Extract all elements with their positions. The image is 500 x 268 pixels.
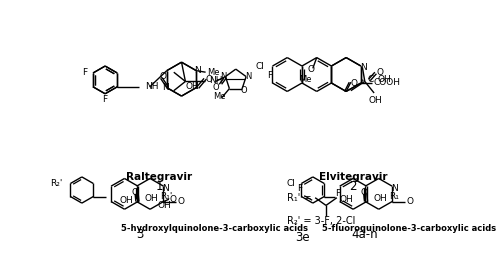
Text: Me: Me <box>213 92 226 101</box>
Text: Cl: Cl <box>256 62 264 70</box>
Text: 3e: 3e <box>296 231 310 244</box>
Text: F: F <box>82 68 87 77</box>
Text: Elvitegravir: Elvitegravir <box>319 172 388 182</box>
Text: N: N <box>220 72 226 81</box>
Text: OH: OH <box>369 96 382 105</box>
Text: 5-fluoroquinolone-3-carboxylic acids: 5-fluoroquinolone-3-carboxylic acids <box>322 224 496 233</box>
Text: 4a-n: 4a-n <box>352 228 378 241</box>
Text: F: F <box>268 71 272 80</box>
Text: 2: 2 <box>350 180 357 193</box>
Text: R₁: R₁ <box>390 192 400 202</box>
Text: OH: OH <box>374 194 387 203</box>
Text: N: N <box>162 184 169 193</box>
Text: NH: NH <box>210 76 223 85</box>
Text: O: O <box>206 75 212 84</box>
Text: C: C <box>367 75 374 84</box>
Text: O: O <box>213 83 220 92</box>
Text: Me: Me <box>207 68 220 77</box>
Text: R₂': R₂' <box>50 179 62 188</box>
Text: Cl: Cl <box>286 179 295 188</box>
Text: O: O <box>178 197 184 206</box>
Text: O: O <box>360 188 367 197</box>
Text: OH: OH <box>378 75 392 84</box>
Text: R₂' = 3-F, 2-Cl: R₂' = 3-F, 2-Cl <box>287 216 356 226</box>
Text: OH: OH <box>145 194 158 203</box>
Text: NH: NH <box>145 81 158 91</box>
Text: F: F <box>102 95 108 105</box>
Text: O: O <box>240 86 247 95</box>
Text: 1: 1 <box>156 180 163 193</box>
Text: Me: Me <box>300 75 312 84</box>
Text: R₁': R₁' <box>160 192 172 202</box>
Text: 3: 3 <box>136 228 143 241</box>
Text: OH: OH <box>119 196 133 204</box>
Text: O: O <box>170 195 176 204</box>
Text: Raltegravir: Raltegravir <box>126 172 192 182</box>
Text: 5-hydroxylquinolone-3-carboxylic acids: 5-hydroxylquinolone-3-carboxylic acids <box>120 224 308 233</box>
Text: OH: OH <box>158 201 172 210</box>
Text: OH: OH <box>186 82 199 91</box>
Text: N: N <box>245 72 252 81</box>
Text: COOH: COOH <box>374 79 400 87</box>
Text: N: N <box>194 66 201 75</box>
Text: R₁' =: R₁' = <box>287 193 312 203</box>
Text: OH: OH <box>340 195 353 204</box>
Text: O: O <box>376 68 384 77</box>
Text: N: N <box>162 83 168 92</box>
Text: F: F <box>336 189 340 198</box>
Text: N: N <box>360 63 366 72</box>
Text: O: O <box>350 79 357 88</box>
Text: N: N <box>391 184 398 193</box>
Text: O: O <box>160 72 166 81</box>
Text: O: O <box>307 65 314 75</box>
Text: O: O <box>406 197 413 206</box>
Text: F: F <box>298 184 302 193</box>
Text: O: O <box>132 188 138 197</box>
